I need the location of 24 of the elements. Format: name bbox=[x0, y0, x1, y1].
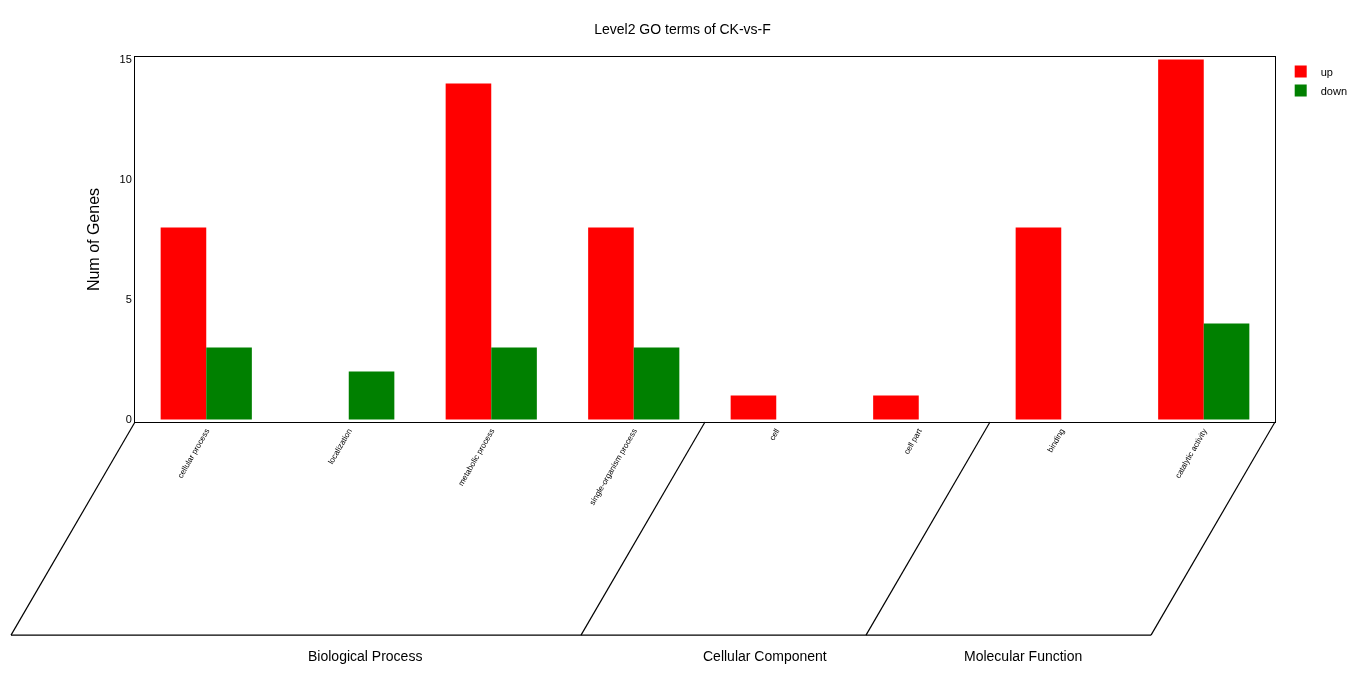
bar bbox=[491, 347, 537, 420]
y-tick-label: 5 bbox=[125, 293, 132, 306]
bar bbox=[348, 371, 395, 420]
chart-title: Level2 GO terms of CK-vs-F bbox=[594, 20, 771, 37]
legend-label: up bbox=[1320, 65, 1333, 78]
bar bbox=[1015, 227, 1062, 420]
bar bbox=[160, 227, 207, 420]
text: Cellular Component bbox=[703, 648, 827, 664]
y-axis-title: Num of Genes bbox=[85, 187, 103, 292]
bar bbox=[588, 227, 634, 420]
bar bbox=[873, 395, 919, 420]
bar bbox=[1158, 59, 1204, 420]
bar bbox=[1203, 323, 1250, 420]
bar bbox=[633, 347, 680, 420]
text: Biological Process bbox=[308, 648, 423, 664]
x-tick-label: cell bbox=[767, 426, 782, 443]
bar bbox=[730, 395, 777, 420]
y-tick-label: 15 bbox=[119, 53, 132, 66]
y-tick-label: 10 bbox=[119, 173, 132, 186]
y-tick-label: 0 bbox=[125, 413, 132, 426]
bar bbox=[206, 347, 252, 420]
bar bbox=[445, 83, 492, 420]
text: Molecular Function bbox=[964, 648, 1083, 664]
legend-label: down bbox=[1320, 84, 1347, 97]
